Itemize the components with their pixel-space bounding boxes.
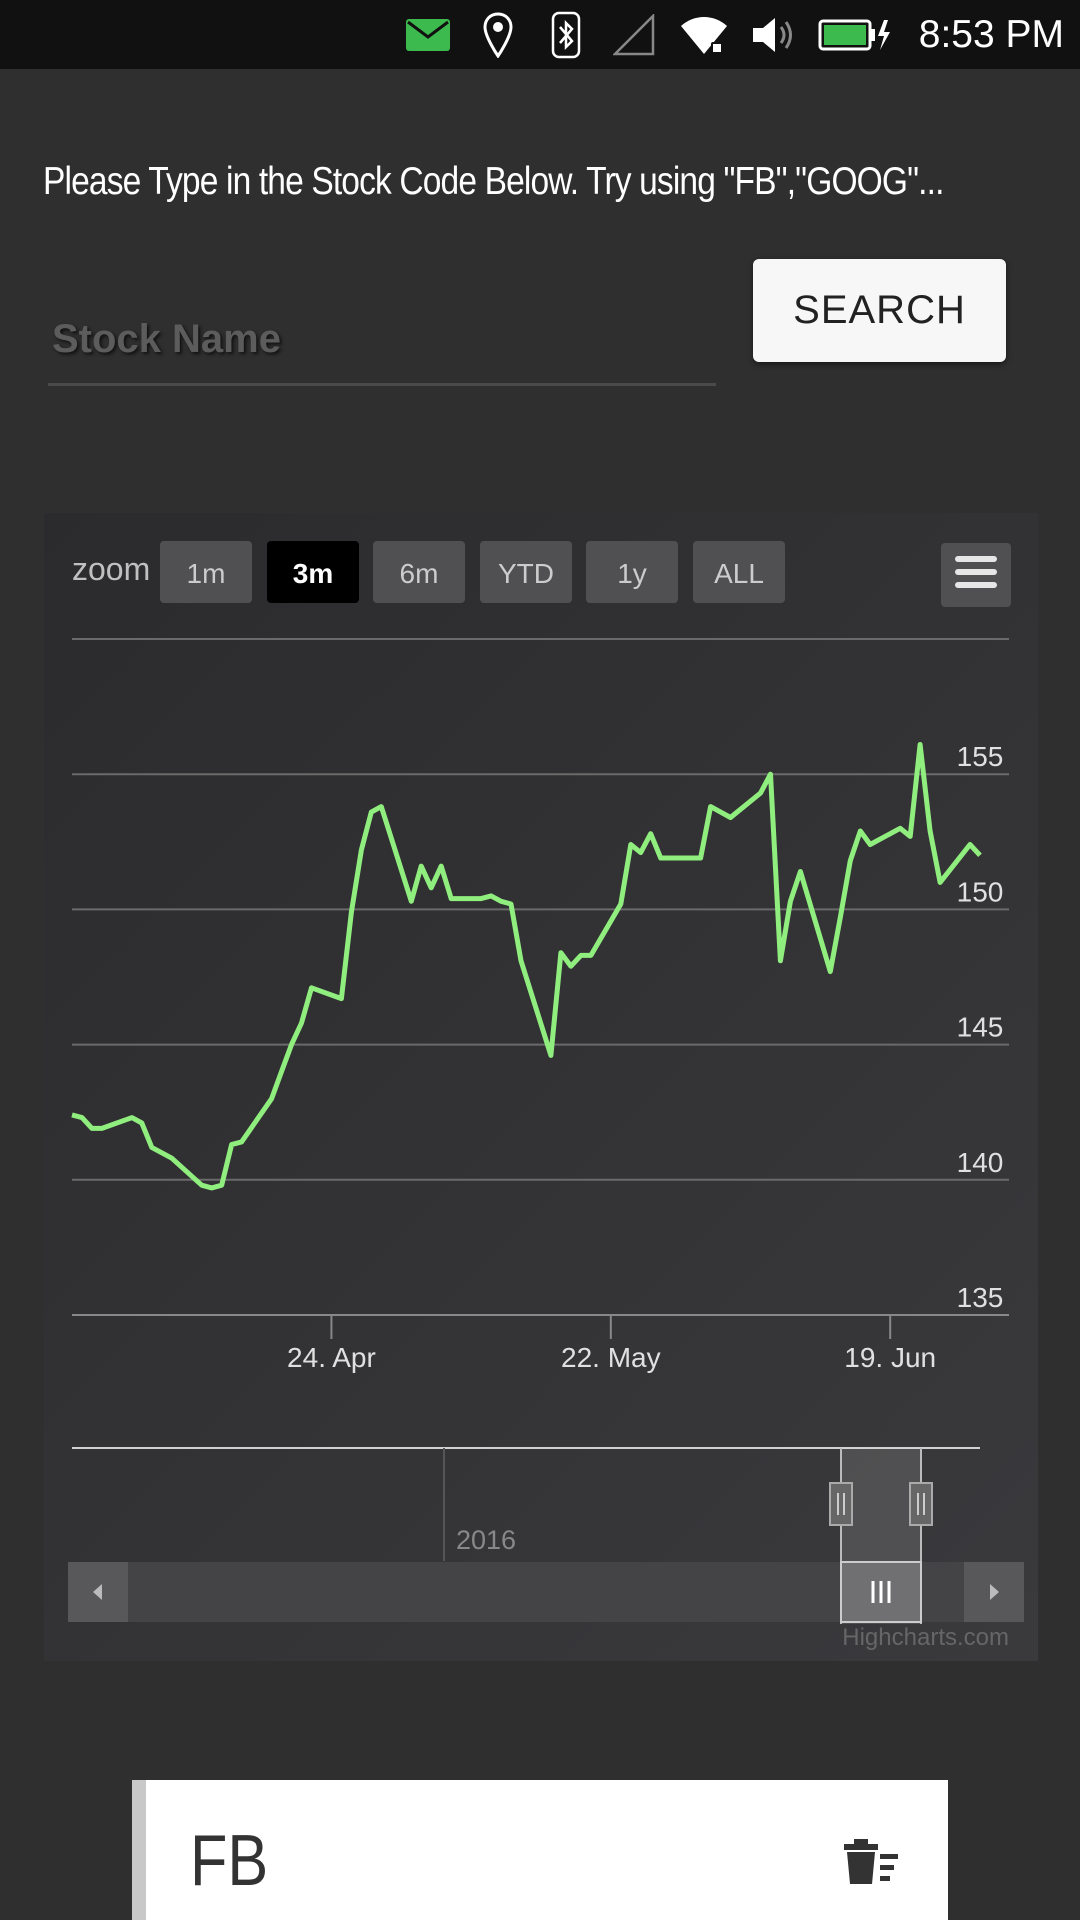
stock-card[interactable]: FB <box>132 1780 948 1920</box>
status-time: 8:53 PM <box>918 12 1064 56</box>
stock-chart: zoom 1m 3m 6m YTD 1y ALL 135 140 145 150 155 24. … <box>44 513 1038 1661</box>
status-bar: 8:53 PM <box>0 0 1080 69</box>
range-button-label: 6m <box>400 558 439 589</box>
price-series-line <box>71 742 982 1191</box>
y-tick-label: 150 <box>957 876 1004 907</box>
range-button-all[interactable]: ALL <box>693 541 785 603</box>
scroll-left-button[interactable] <box>68 1562 128 1622</box>
signal-icon <box>610 0 658 69</box>
range-button-1y[interactable]: 1y <box>586 541 678 603</box>
scrollbar-thumb[interactable] <box>840 1561 922 1623</box>
navigator-year-label: 2016 <box>456 1525 516 1555</box>
range-button-1m[interactable]: 1m <box>160 541 252 603</box>
range-button-3m[interactable]: 3m <box>267 541 359 603</box>
volume-icon <box>748 0 800 69</box>
navigator-right-handle[interactable] <box>909 1482 933 1526</box>
chart-canvas: zoom 1m 3m 6m YTD 1y ALL 135 140 145 150 155 24. … <box>68 541 1024 1651</box>
x-tick-label: 19. Jun <box>844 1342 936 1373</box>
battery-charging-icon <box>818 0 892 69</box>
range-button-ytd[interactable]: YTD <box>480 541 572 603</box>
mail-icon <box>404 0 452 69</box>
x-tick-label: 22. May <box>561 1342 661 1373</box>
y-tick-label: 145 <box>957 1012 1004 1043</box>
scroll-right-button[interactable] <box>964 1562 1024 1622</box>
range-button-label: 1y <box>617 558 647 589</box>
hamburger-menu-icon[interactable] <box>941 543 1011 607</box>
location-icon <box>478 0 518 69</box>
chart-credits[interactable]: Highcharts.com <box>842 1624 1009 1651</box>
y-tick-label: 140 <box>957 1147 1004 1178</box>
range-button-label: 3m <box>293 558 333 589</box>
zoom-label: zoom <box>72 551 150 587</box>
stock-symbol: FB <box>190 1821 269 1901</box>
y-tick-label: 155 <box>957 741 1004 772</box>
navigator-left-handle[interactable] <box>829 1482 853 1526</box>
range-button-6m[interactable]: 6m <box>373 541 465 603</box>
range-button-label: YTD <box>498 558 554 589</box>
y-tick-label: 135 <box>957 1282 1004 1313</box>
instruction-text: Please Type in the Stock Code Below. Try… <box>43 160 944 203</box>
range-button-label: ALL <box>714 558 764 589</box>
wifi-icon <box>676 0 732 69</box>
search-button[interactable]: SEARCH <box>753 259 1006 362</box>
stock-name-input[interactable] <box>48 296 716 386</box>
bluetooth-icon <box>546 0 586 69</box>
delete-sweep-icon[interactable] <box>840 1836 900 1891</box>
x-tick-label: 24. Apr <box>287 1342 376 1373</box>
range-button-label: 1m <box>187 558 226 589</box>
